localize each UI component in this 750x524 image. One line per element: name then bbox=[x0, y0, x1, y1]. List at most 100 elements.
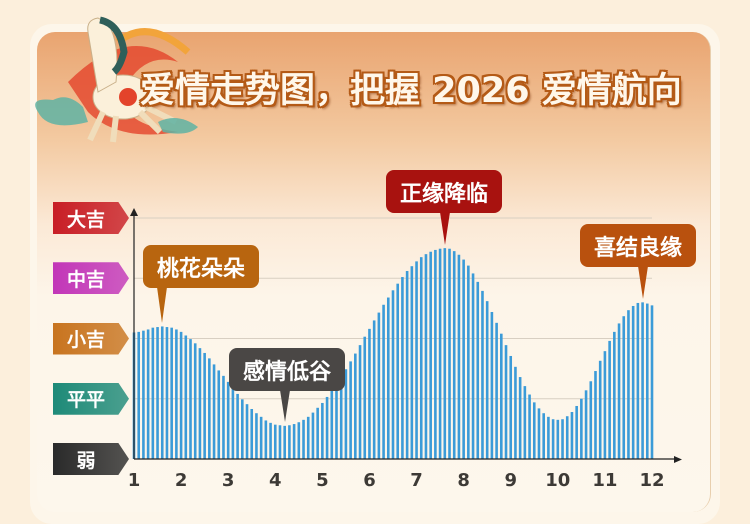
bar bbox=[645, 303, 649, 459]
x-axis-arrow-icon bbox=[674, 456, 682, 463]
bar bbox=[438, 248, 442, 459]
bar bbox=[504, 345, 508, 459]
bar bbox=[198, 348, 202, 459]
bar bbox=[156, 327, 159, 459]
level-label: 小吉 bbox=[53, 322, 129, 355]
bar bbox=[165, 327, 169, 459]
callout: 喜结良缘 bbox=[580, 224, 696, 299]
bar bbox=[594, 371, 597, 459]
bar bbox=[170, 327, 173, 459]
bar bbox=[419, 257, 423, 459]
bar bbox=[146, 329, 150, 459]
x-tick-label: 10 bbox=[545, 470, 571, 491]
bar bbox=[622, 316, 626, 459]
bar bbox=[500, 333, 503, 459]
bar bbox=[603, 351, 607, 459]
bar bbox=[556, 419, 560, 459]
bar bbox=[208, 358, 211, 459]
bar bbox=[386, 297, 390, 459]
bar bbox=[264, 420, 268, 459]
bar bbox=[217, 370, 221, 459]
bar bbox=[547, 416, 550, 459]
callout: 感情低谷 bbox=[229, 348, 345, 422]
bar bbox=[391, 290, 395, 459]
bar bbox=[514, 366, 517, 459]
callout: 桃花朵朵 bbox=[143, 245, 259, 323]
bar bbox=[325, 396, 329, 459]
callout: 正缘降临 bbox=[386, 170, 502, 245]
bar bbox=[288, 425, 291, 459]
callout-label: 桃花朵朵 bbox=[156, 256, 245, 282]
x-tick-label: 9 bbox=[504, 470, 517, 491]
bar bbox=[137, 331, 141, 459]
bar bbox=[358, 345, 362, 459]
bar bbox=[283, 425, 286, 459]
bar bbox=[184, 335, 188, 459]
bar bbox=[523, 386, 527, 459]
bar bbox=[537, 408, 541, 459]
x-tick-label: 1 bbox=[127, 470, 141, 491]
bar bbox=[372, 320, 376, 459]
bar bbox=[339, 376, 343, 459]
bar bbox=[349, 361, 352, 459]
x-tick-label: 2 bbox=[174, 470, 188, 491]
bar bbox=[452, 251, 456, 459]
bar bbox=[429, 251, 432, 459]
bar bbox=[415, 261, 418, 459]
bar bbox=[561, 419, 564, 459]
bar bbox=[631, 305, 635, 459]
bar bbox=[297, 422, 301, 459]
bar bbox=[222, 375, 225, 459]
love-trend-chart bbox=[130, 208, 682, 463]
callout-label: 喜结良缘 bbox=[593, 235, 682, 261]
bar bbox=[226, 381, 230, 459]
bar bbox=[306, 416, 310, 459]
level-label: 平平 bbox=[53, 382, 129, 415]
level-label: 弱 bbox=[53, 443, 129, 475]
callout-pointer bbox=[157, 287, 168, 323]
bar bbox=[617, 323, 621, 459]
bar bbox=[405, 271, 409, 459]
bar bbox=[278, 425, 282, 459]
bar bbox=[142, 330, 145, 459]
bar bbox=[528, 394, 531, 459]
x-tick-label: 12 bbox=[639, 470, 665, 491]
bar bbox=[250, 408, 254, 459]
x-tick-label: 6 bbox=[363, 470, 376, 491]
bar bbox=[354, 353, 357, 459]
bar bbox=[589, 381, 593, 459]
callout-label: 感情低谷 bbox=[242, 359, 331, 385]
bar bbox=[495, 322, 498, 459]
bar bbox=[236, 393, 239, 459]
bar bbox=[151, 327, 155, 459]
bar bbox=[424, 254, 428, 459]
bar bbox=[179, 331, 183, 459]
callout-pointer bbox=[439, 212, 450, 245]
bar bbox=[396, 283, 400, 459]
bar bbox=[292, 424, 296, 459]
x-tick-label: 5 bbox=[316, 470, 329, 491]
bar bbox=[613, 331, 616, 459]
x-tick-label: 3 bbox=[221, 470, 235, 491]
bar bbox=[241, 399, 244, 459]
bar bbox=[476, 281, 480, 459]
bar bbox=[490, 311, 494, 459]
bar bbox=[462, 259, 465, 459]
bar bbox=[485, 301, 489, 459]
bar bbox=[321, 402, 324, 459]
bar bbox=[330, 390, 334, 459]
bar bbox=[471, 273, 475, 459]
bar bbox=[259, 416, 263, 459]
bar bbox=[245, 404, 249, 459]
bar bbox=[302, 419, 305, 459]
bar bbox=[570, 412, 574, 459]
bar bbox=[160, 326, 164, 459]
bar bbox=[203, 352, 206, 459]
bar bbox=[231, 387, 235, 459]
bar bbox=[368, 328, 371, 459]
bar bbox=[316, 407, 319, 459]
bar bbox=[273, 424, 277, 459]
x-tick-label: 4 bbox=[269, 470, 282, 491]
bar bbox=[509, 355, 513, 459]
bar bbox=[382, 304, 385, 459]
